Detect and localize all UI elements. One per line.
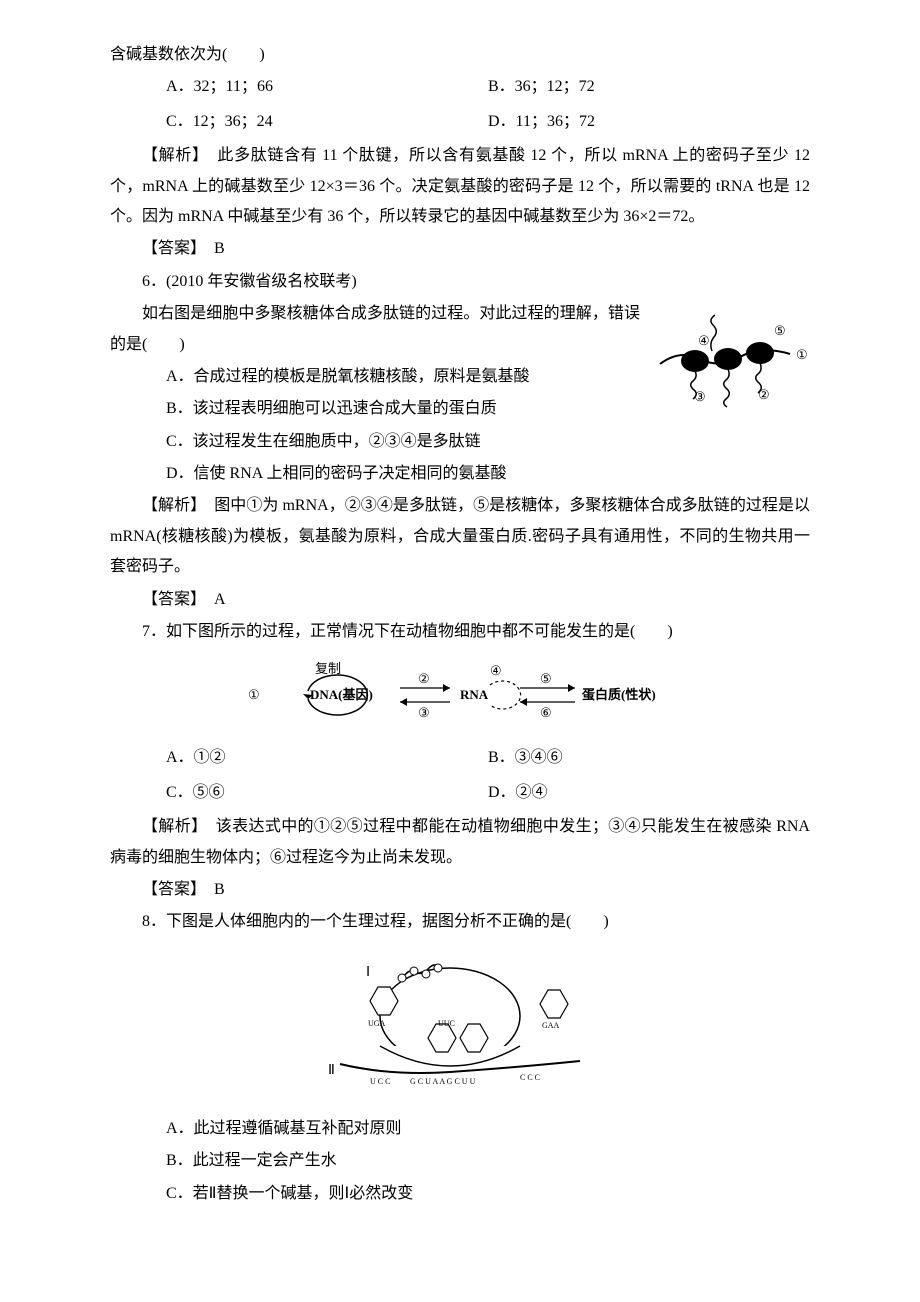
translation-diagram: Ⅰ Ⅱ UGA UUC GAA U C C G C U A A G C U U … [310,946,610,1106]
q5-answer: 【答案】 B [110,234,810,264]
svg-text:②: ② [418,671,430,686]
translation-label-II: Ⅱ [328,1063,335,1078]
q8-option-a: A．此过程遵循碱基互补配对原则 [110,1114,810,1144]
svg-text:③: ③ [418,705,430,720]
q7-option-d: D．②④ [488,778,810,808]
q6-head: 6．(2010 年安徽省级名校联考) [110,267,810,297]
q5-option-c: C．12；36；24 [110,107,488,137]
q7-explanation: 【解析】 该表达式中的①②⑤过程中都能在动植物细胞中发生；③④只能发生在被感染 … [110,812,810,873]
svg-text:①: ① [796,347,808,362]
svg-text:G C U A A G C U U: G C U A A G C U U [410,1077,476,1086]
q5-answer-label: 【答案】 [142,240,214,257]
q7-explain-label: 【解析】 [142,818,216,835]
q7-options-row1: A．①② B．③④⑥ [110,743,810,773]
q5-option-d: D．11；36；72 [488,107,810,137]
q5-stem-tail: 含碱基数依次为( ) [110,40,810,70]
svg-text:C C C: C C C [520,1073,540,1082]
q5-answer-value: B [214,240,225,257]
q6-answer-value: A [214,591,226,608]
q6-answer-label: 【答案】 [142,591,214,608]
svg-text:③: ③ [694,389,706,404]
q6-explain-text: 图中①为 mRNA，②③④是多肽链，⑤是核糖体，多聚核糖体合成多肽链的过程是以 … [110,497,810,575]
q7-answer-label: 【答案】 [142,881,214,898]
svg-text:①: ① [248,687,260,702]
svg-text:⑤: ⑤ [774,323,786,338]
q5-explain-label: 【解析】 [142,147,217,164]
q6-option-d: D．信使 RNA 上相同的密码子决定相同的氨基酸 [110,459,810,489]
translation-label-I: Ⅰ [366,965,370,980]
svg-text:⑤: ⑤ [540,671,552,686]
q7-option-b: B．③④⑥ [488,743,810,773]
q5-options-row2: C．12；36；24 D．11；36；72 [110,107,810,137]
svg-text:⑥: ⑥ [540,705,552,720]
q5-options-row1: A．32；11；66 B．36；12；72 [110,72,810,102]
dogma-label-replication: 复制 [315,661,341,676]
q5-option-b: B．36；12；72 [488,72,810,102]
svg-text:④: ④ [698,333,710,348]
q6-answer: 【答案】 A [110,585,810,615]
q6-explanation: 【解析】 图中①为 mRNA，②③④是多肽链，⑤是核糖体，多聚核糖体合成多肽链的… [110,491,810,582]
q5-option-a: A．32；11；66 [110,72,488,102]
q7-option-a: A．①② [110,743,488,773]
q8-head: 8．下图是人体细胞内的一个生理过程，据图分析不正确的是( ) [110,907,810,937]
q8-option-b: B．此过程一定会产生水 [110,1146,810,1176]
q7-answer-value: B [214,881,225,898]
dogma-node-rna: RNA [460,687,489,702]
svg-text:UGA: UGA [368,1019,386,1028]
q5-explanation: 【解析】 此多肽链含有 11 个肽键，所以含有氨基酸 12 个，所以 mRNA … [110,141,810,232]
svg-text:④: ④ [490,663,502,678]
q6-option-c: C．该过程发生在细胞质中，②③④是多肽链 [110,427,810,457]
q7-option-c: C．⑤⑥ [110,778,488,808]
q7-options-row2: C．⑤⑥ D．②④ [110,778,810,808]
q7-explain-text: 该表达式中的①②⑤过程中都能在动植物细胞中发生；③④只能发生在被感染 RNA 病… [110,818,810,865]
dogma-node-protein: 蛋白质(性状) [582,687,656,702]
polyribosome-diagram: ① ② ③ ④ ⑤ [650,299,810,409]
q6-explain-label: 【解析】 [142,497,214,514]
central-dogma-diagram: 复制 ① DNA(基因) ② ③ ④ RNA ⑤ ⑥ 蛋白质(性状) [240,655,680,735]
svg-text:GAA: GAA [542,1021,560,1030]
q7-head: 7．如下图所示的过程，正常情况下在动植物细胞中都不可能发生的是( ) [110,617,810,647]
svg-text:②: ② [758,387,770,402]
dogma-node-dna: DNA(基因) [310,687,373,702]
q8-option-c: C．若Ⅱ替换一个碱基，则Ⅰ必然改变 [110,1179,810,1209]
svg-text:U C C: U C C [370,1077,390,1086]
q7-answer: 【答案】 B [110,875,810,905]
svg-text:UUC: UUC [438,1019,455,1028]
